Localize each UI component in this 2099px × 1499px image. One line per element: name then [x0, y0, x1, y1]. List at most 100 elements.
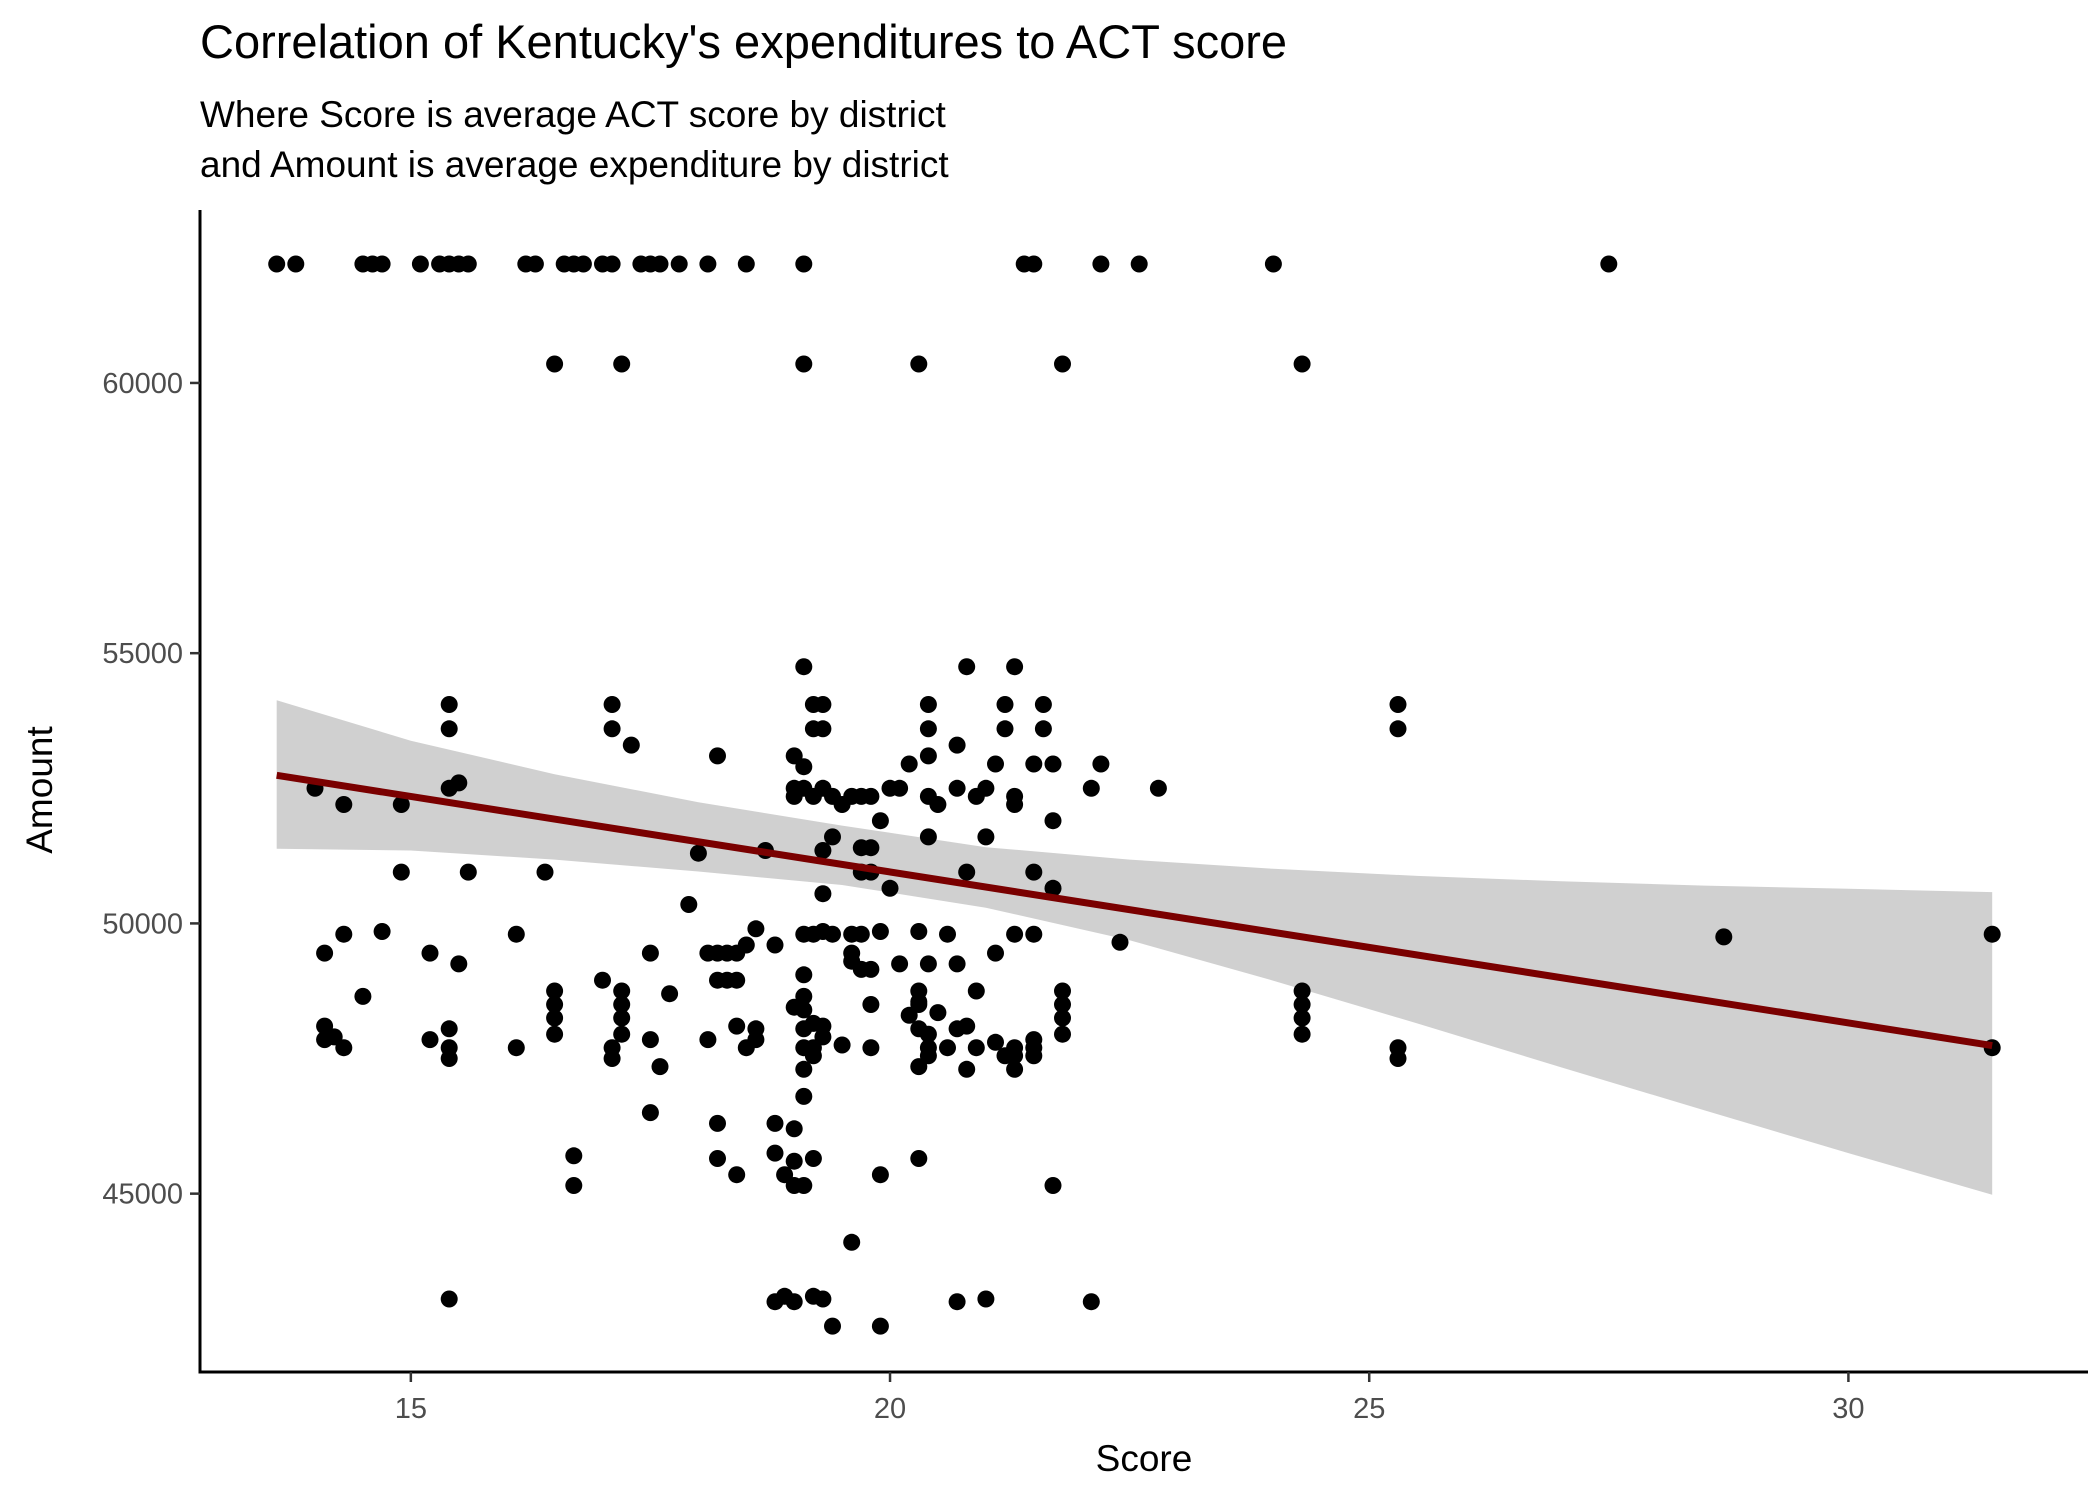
- data-point: [1293, 982, 1311, 1000]
- data-point: [565, 1177, 583, 1194]
- data-point: [1034, 720, 1052, 738]
- data-point: [709, 747, 726, 765]
- data-point: [814, 720, 832, 738]
- y-tick-label: 55000: [102, 638, 183, 670]
- data-point: [747, 920, 765, 938]
- data-point: [987, 755, 1004, 773]
- data-point: [948, 736, 966, 754]
- data-point: [814, 842, 832, 859]
- data-point: [613, 355, 631, 373]
- data-point: [613, 996, 631, 1013]
- data-point: [1264, 255, 1282, 273]
- data-point: [641, 944, 659, 962]
- data-point: [804, 1047, 822, 1065]
- data-point: [910, 1150, 928, 1167]
- data-point: [958, 1060, 976, 1078]
- data-point: [862, 960, 880, 978]
- data-point: [1044, 1177, 1062, 1194]
- data-point: [354, 987, 372, 1005]
- data-point: [613, 1025, 631, 1043]
- data-point: [795, 758, 813, 776]
- data-point: [919, 720, 937, 738]
- data-point: [958, 1017, 976, 1035]
- data-point: [948, 955, 966, 973]
- data-point: [603, 720, 621, 738]
- x-tick-label: 25: [1353, 1393, 1385, 1425]
- data-point: [421, 1031, 439, 1049]
- data-point: [546, 1009, 564, 1027]
- data-point: [871, 923, 889, 940]
- data-point: [1293, 996, 1311, 1013]
- y-tick-label: 45000: [102, 1179, 183, 1211]
- data-point: [795, 1177, 813, 1194]
- data-point: [709, 1114, 726, 1132]
- data-point: [1044, 879, 1062, 897]
- data-point: [967, 1039, 985, 1057]
- data-point: [728, 971, 746, 989]
- data-point: [1054, 1009, 1071, 1027]
- data-point: [1006, 1047, 1024, 1065]
- data-point: [1025, 1047, 1043, 1065]
- data-point: [536, 863, 554, 881]
- data-point: [440, 1050, 458, 1067]
- data-point: [977, 1290, 995, 1308]
- data-point: [335, 796, 353, 813]
- data-point: [881, 879, 899, 897]
- data-point: [1293, 1009, 1311, 1027]
- data-point: [1025, 255, 1043, 273]
- data-point: [728, 1017, 746, 1035]
- data-point: [1389, 1050, 1407, 1067]
- x-tick-label: 15: [395, 1393, 427, 1425]
- data-point: [594, 971, 611, 989]
- y-tick-label: 50000: [102, 908, 183, 940]
- data-point: [824, 925, 841, 943]
- data-point: [440, 720, 458, 738]
- data-point: [766, 936, 784, 954]
- data-point: [507, 925, 525, 943]
- data-point: [737, 1039, 755, 1057]
- data-point: [335, 925, 353, 943]
- data-point: [958, 658, 976, 676]
- data-point: [1389, 696, 1407, 713]
- data-point: [1006, 1060, 1024, 1078]
- data-point: [1715, 928, 1733, 946]
- plot-area: [268, 255, 2001, 1335]
- data-point: [862, 787, 880, 805]
- data-point: [421, 944, 439, 962]
- data-point: [459, 255, 477, 273]
- data-point: [1389, 720, 1407, 738]
- y-tick-label: 60000: [102, 368, 183, 400]
- data-point: [641, 1031, 659, 1049]
- data-point: [891, 779, 909, 797]
- x-axis-ticks: 15 20 25 30: [395, 1372, 1865, 1425]
- data-point: [852, 925, 870, 943]
- data-point: [546, 1025, 564, 1043]
- data-point: [795, 355, 813, 373]
- data-point: [862, 839, 880, 857]
- data-point: [948, 779, 966, 797]
- data-point: [411, 255, 429, 273]
- data-point: [737, 255, 755, 273]
- data-point: [392, 796, 410, 813]
- data-point: [699, 1031, 717, 1049]
- data-point: [910, 355, 928, 373]
- data-point: [1025, 925, 1043, 943]
- data-point: [795, 1060, 813, 1078]
- data-point: [440, 1020, 458, 1038]
- data-point: [1034, 696, 1052, 713]
- chart-subtitle-line-2: and Amount is average expenditure by dis…: [200, 144, 949, 185]
- data-point: [1054, 355, 1071, 373]
- data-point: [335, 1039, 353, 1057]
- data-point: [919, 747, 937, 765]
- data-point: [804, 1150, 822, 1167]
- data-point: [728, 1166, 746, 1184]
- chart-subtitle-line-1: Where Score is average ACT score by dist…: [200, 94, 946, 135]
- data-point: [287, 255, 305, 273]
- data-point: [919, 828, 937, 846]
- data-point: [996, 696, 1014, 713]
- data-point: [939, 1039, 956, 1057]
- data-point: [919, 696, 937, 713]
- data-point: [833, 1036, 851, 1054]
- data-point: [1006, 658, 1024, 676]
- data-point: [967, 982, 985, 1000]
